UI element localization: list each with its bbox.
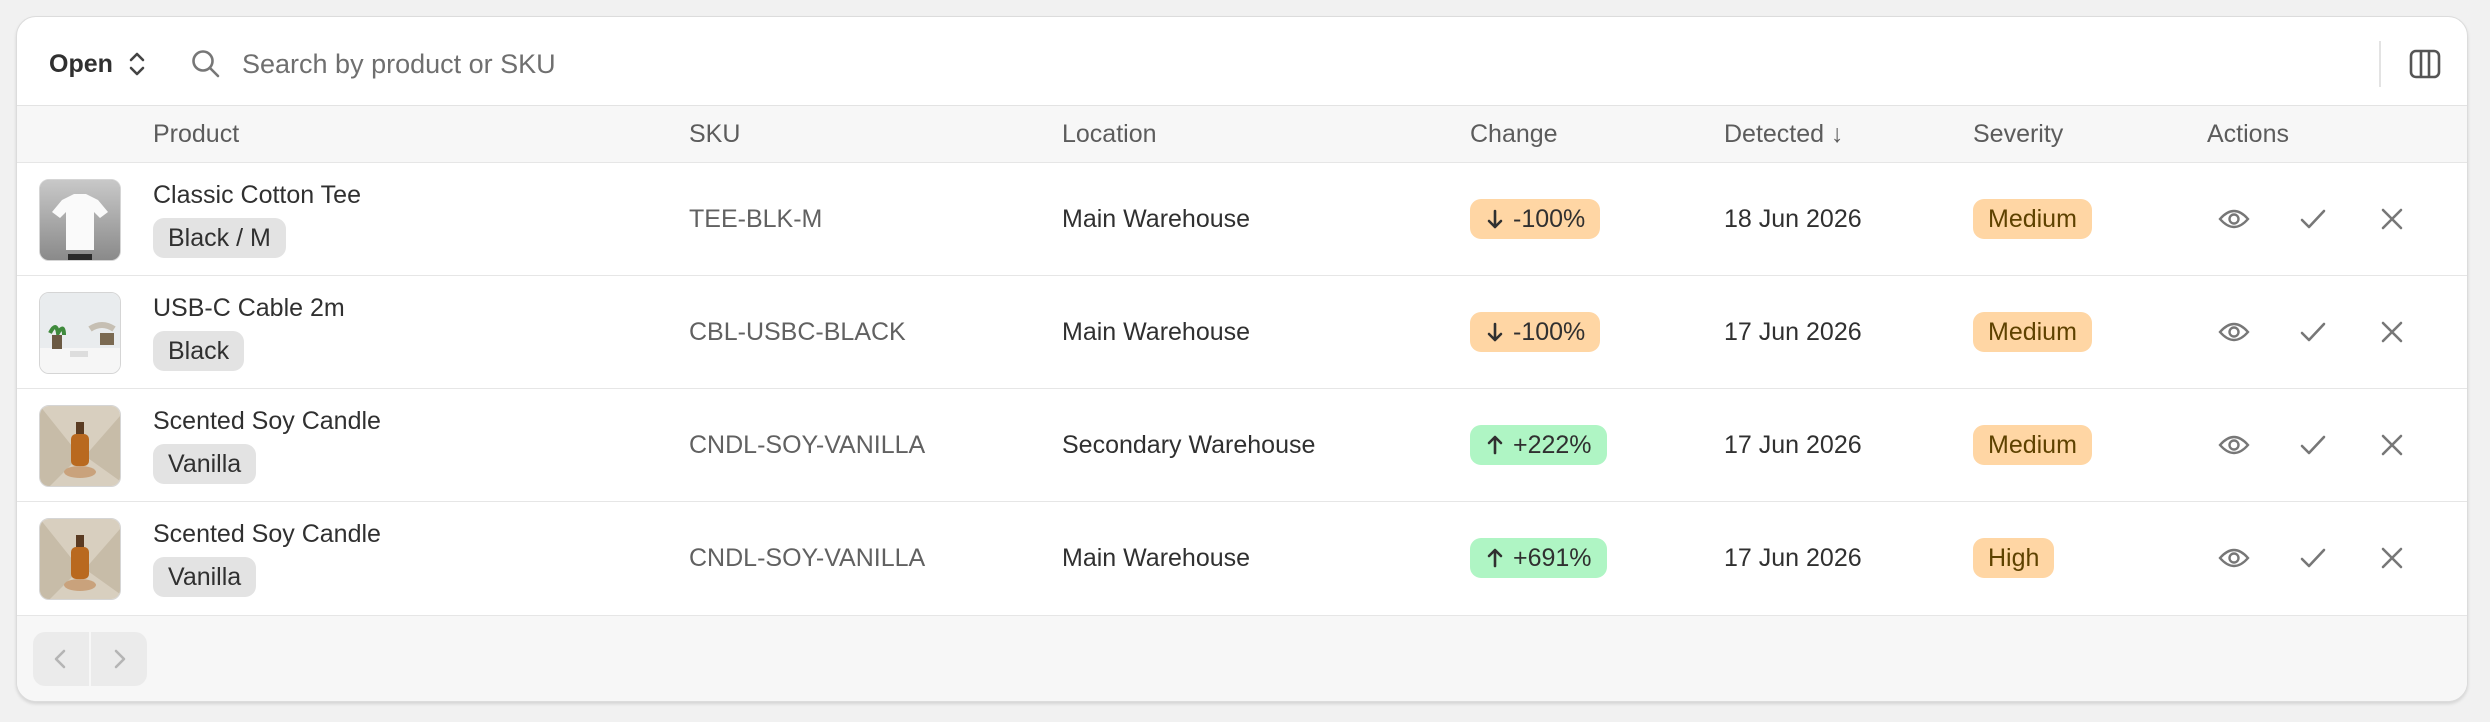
sort-icon <box>129 52 145 76</box>
dismiss-icon <box>2381 321 2403 343</box>
approve-button[interactable] <box>2296 428 2330 462</box>
product-thumbnail <box>39 405 121 487</box>
product-name: Classic Cotton Tee <box>153 181 361 209</box>
approve-button[interactable] <box>2296 315 2330 349</box>
approve-icon <box>2300 548 2326 568</box>
variant-badge: Vanilla <box>153 557 257 597</box>
product-name: Scented Soy Candle <box>153 407 381 435</box>
product-name: USB-C Cable 2m <box>153 294 345 322</box>
filter-label: Open <box>49 49 113 78</box>
product-thumbnail <box>39 179 121 261</box>
location-cell: Main Warehouse <box>1062 205 1251 233</box>
view-button[interactable] <box>2217 541 2251 575</box>
product-name: Scented Soy Candle <box>153 520 381 548</box>
sku-cell: CNDL-SOY-VANILLA <box>689 544 926 572</box>
approve-icon <box>2300 435 2326 455</box>
location-cell: Secondary Warehouse <box>1062 431 1316 459</box>
column-header: Severity <box>1973 120 2064 148</box>
detected-cell: 17 Jun 2026 <box>1724 544 1862 572</box>
change-value: +222% <box>1513 431 1592 459</box>
sku-cell: TEE-BLK-M <box>689 205 823 233</box>
change-arrow <box>1487 548 1503 568</box>
approve-icon <box>2300 209 2326 229</box>
search-icon <box>192 50 220 78</box>
thumbnail-image <box>40 293 120 373</box>
thumbnail-image <box>40 519 120 599</box>
location-cell: Main Warehouse <box>1062 318 1251 346</box>
variant-badge: Black / M <box>153 218 286 258</box>
filter-button[interactable]: Open <box>37 39 161 89</box>
table-row[interactable]: USB-C Cable 2m Black CBL-USBC-BLACK Main Wa… <box>17 275 2467 389</box>
view-button[interactable] <box>2217 202 2251 236</box>
next-page-button[interactable] <box>91 632 147 686</box>
change-value: -100% <box>1513 318 1586 346</box>
dismiss-icon <box>2381 434 2403 456</box>
severity-badge: Medium <box>1973 425 2092 465</box>
severity-badge: Medium <box>1973 199 2092 239</box>
dismiss-button[interactable] <box>2375 315 2409 349</box>
change-badge: -100% <box>1470 199 1601 239</box>
variant-badge: Vanilla <box>153 444 257 484</box>
dismiss-icon <box>2381 208 2403 230</box>
change-badge: +222% <box>1470 425 1607 465</box>
sku-cell: CNDL-SOY-VANILLA <box>689 431 926 459</box>
dismiss-button[interactable] <box>2375 541 2409 575</box>
change-badge: -100% <box>1470 312 1601 352</box>
search-input[interactable]: Search by product or SKU <box>242 49 556 79</box>
dismiss-icon <box>2381 547 2403 569</box>
view-icon <box>2218 322 2250 342</box>
thumbnail-image <box>40 406 120 486</box>
thumbnail-image <box>40 180 120 260</box>
product-thumbnail <box>39 518 121 600</box>
table-header: Product SKU Location Change Detected ↓ Severi… <box>17 105 2467 163</box>
detected-cell: 17 Jun 2026 <box>1724 431 1862 459</box>
view-button[interactable] <box>2217 428 2251 462</box>
change-value: +691% <box>1513 544 1592 572</box>
severity-badge: Medium <box>1973 312 2092 352</box>
next-icon <box>114 649 126 669</box>
detected-cell: 18 Jun 2026 <box>1724 205 1862 233</box>
sku-cell: CBL-USBC-BLACK <box>689 318 906 346</box>
prev-page-button[interactable] <box>33 632 89 686</box>
change-arrow <box>1487 435 1503 455</box>
table-row[interactable]: Scented Soy Candle Vanilla CNDL-SOY-VANILL… <box>17 388 2467 502</box>
approve-icon <box>2300 322 2326 342</box>
location-cell: Main Warehouse <box>1062 544 1251 572</box>
dismiss-button[interactable] <box>2375 428 2409 462</box>
approve-button[interactable] <box>2296 202 2330 236</box>
view-icon <box>2218 435 2250 455</box>
change-arrow <box>1487 209 1503 229</box>
detected-cell: 17 Jun 2026 <box>1724 318 1862 346</box>
table-row[interactable]: Scented Soy Candle Vanilla CNDL-SOY-VANILL… <box>17 501 2467 615</box>
table-row[interactable]: Classic Cotton Tee Black / M TEE-BLK-M Main… <box>17 162 2467 276</box>
change-badge: +691% <box>1470 538 1607 578</box>
dismiss-button[interactable] <box>2375 202 2409 236</box>
divider <box>2379 41 2381 87</box>
column-header: Detected ↓ <box>1724 120 1844 148</box>
view-button[interactable] <box>2217 315 2251 349</box>
variant-badge: Black <box>153 331 245 371</box>
columns-button[interactable] <box>2408 47 2442 81</box>
view-icon <box>2218 548 2250 568</box>
prev-icon <box>54 649 66 669</box>
view-icon <box>2218 209 2250 229</box>
alerts-card: Open Search by product or SKU Product SKU… <box>16 16 2468 702</box>
product-thumbnail <box>39 292 121 374</box>
column-header: Change <box>1470 120 1558 148</box>
change-value: -100% <box>1513 205 1586 233</box>
column-header: Product <box>153 120 240 148</box>
column-header: Location <box>1062 120 1157 148</box>
severity-badge: High <box>1973 538 2055 578</box>
column-header: SKU <box>689 120 741 148</box>
change-arrow <box>1487 322 1503 342</box>
approve-button[interactable] <box>2296 541 2330 575</box>
pagination <box>17 615 2467 701</box>
column-header: Actions <box>2207 120 2289 148</box>
